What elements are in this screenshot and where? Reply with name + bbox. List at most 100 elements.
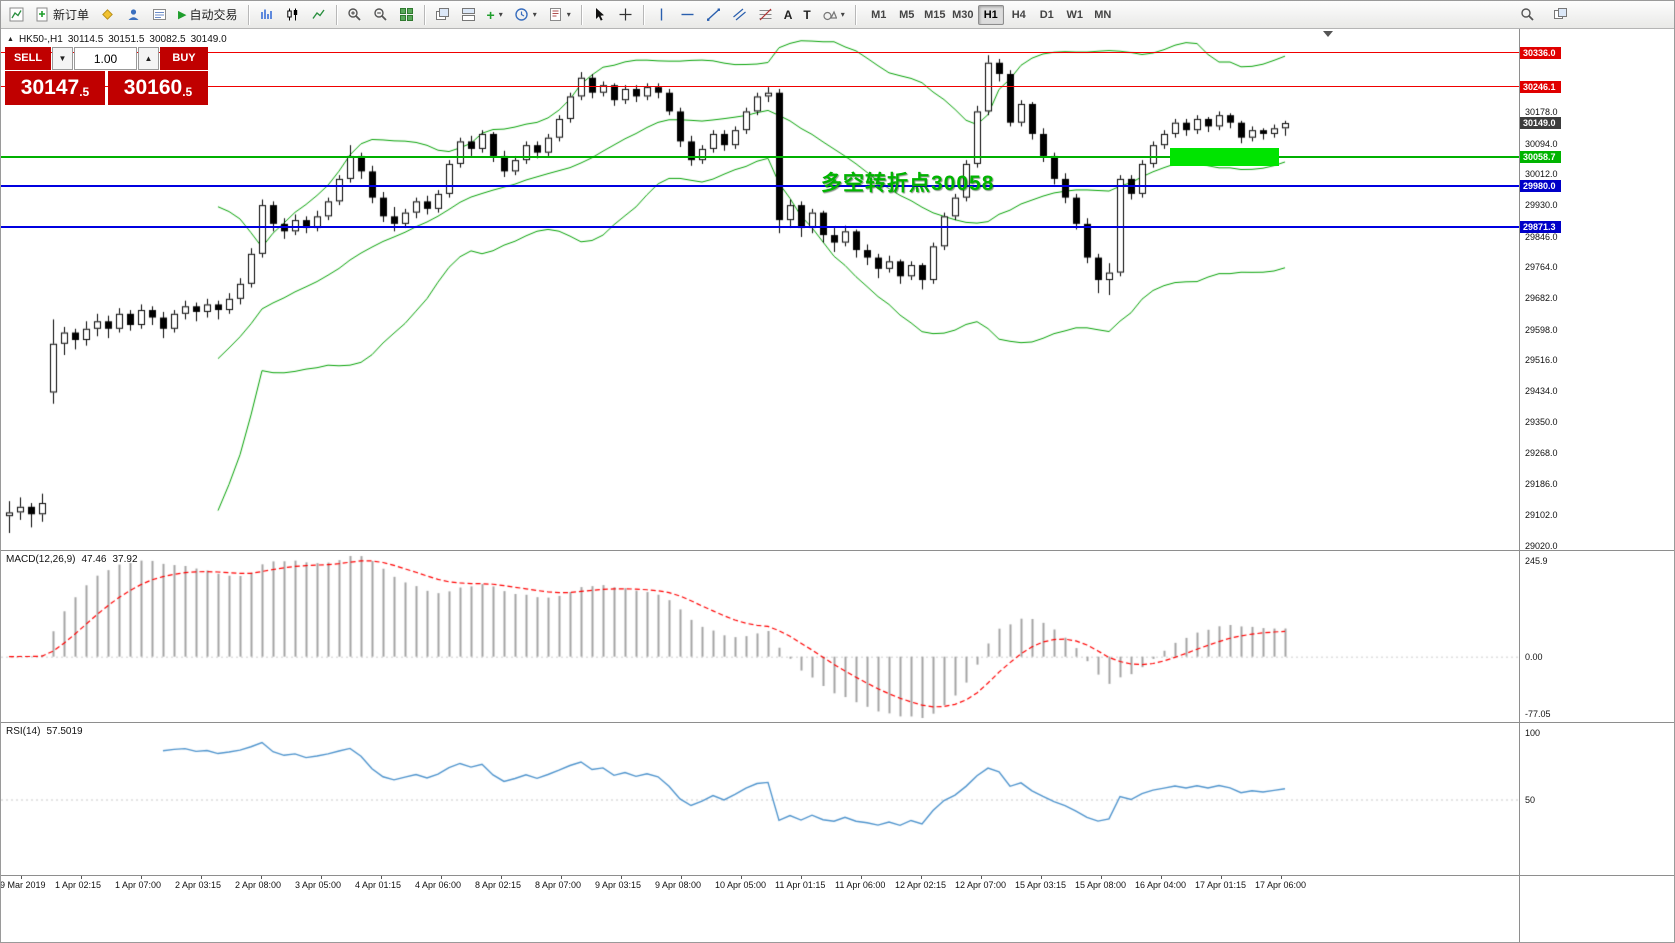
toolbar-right-group [1515,4,1573,26]
price-tag: 29871.3 [1520,221,1561,234]
buy-price-main: 30160 [123,76,183,99]
chart-window: 多空转折点30058 ▲ HK50-,H1 30114.5 30151.5 30… [1,29,1674,942]
rsi-value: 57.5019 [46,726,83,737]
new-chart-button[interactable] [4,4,29,26]
timeframe-h1-button[interactable]: H1 [977,4,1004,25]
bar-chart-icon [260,9,272,19]
horizontal-line-object[interactable] [1,185,1519,188]
zoom-in-button[interactable] [342,4,367,26]
volume-decrease-button[interactable]: ▼ [52,47,73,70]
horizontal-line-button[interactable] [675,4,700,26]
cascade-windows-icon [435,8,449,20]
toolbar-separator [580,4,582,25]
price-chart-canvas[interactable] [1,29,1519,551]
price-scale-label: 30178.0 [1525,107,1558,118]
horizontal-line-object[interactable] [1,226,1519,229]
new-order-button[interactable]: 新订单 [30,4,94,26]
time-axis-label: 9 Apr 08:00 [655,880,702,890]
panel-separator[interactable] [1,722,1674,723]
fibonacci-button[interactable] [753,4,778,26]
macd-header: MACD(12,26,9) 47.46 37.92 [6,554,138,565]
template-icon [549,8,561,21]
tile-windows-button[interactable] [394,4,419,26]
text-button[interactable]: A [779,4,798,26]
autotrading-button[interactable]: ▶ 自动交易 [173,4,242,26]
chart-shift-marker[interactable] [1323,31,1333,37]
volume-input[interactable] [74,47,137,70]
new-order-label: 新订单 [53,8,90,22]
timeframe-m30-button[interactable]: M30 [952,8,974,21]
timeframe-mn-button[interactable]: MN [1094,8,1112,21]
candlestick-chart-button[interactable] [280,4,305,26]
chart-annotation-text[interactable]: 多空转折点30058 [821,172,995,195]
line-chart-button[interactable] [306,4,331,26]
macd-name: MACD(12,26,9) [6,554,76,565]
buy-price-button[interactable]: 30160 .5 [108,71,208,105]
macd-panel-canvas[interactable] [1,551,1519,723]
time-axis-label: 12 Apr 07:00 [955,880,1007,890]
highlight-rect-object[interactable] [1170,148,1279,167]
new-chart-icon [9,7,24,22]
time-axis-tick [1041,876,1042,879]
templates-button[interactable]: ▾ [543,4,576,26]
time-axis[interactable]: 29 Mar 2019 1 Apr 02:15 1 Apr 07:00 2 Apr 0… [1,876,1674,942]
macd-axis-max-label: 245.9 [1525,556,1548,566]
metaeditor-button[interactable] [95,4,120,26]
price-tag: 30058.7 [1520,150,1561,163]
price-tag: 30149.0 [1520,117,1561,130]
horizontal-line-object[interactable] [1,52,1519,54]
chart-windows-button[interactable] [1548,4,1573,26]
panel-separator[interactable] [1,550,1674,551]
trendline-button[interactable] [701,4,726,26]
channel-icon [732,8,746,21]
price-scale-label: 30012.0 [1525,169,1558,180]
buy-button[interactable]: BUY [160,47,208,70]
cursor-button[interactable] [587,4,612,26]
time-axis-tick [561,876,562,879]
cascade-windows-button[interactable] [430,4,455,26]
navigator-button[interactable] [121,4,146,26]
vertical-line-button[interactable] [649,4,674,26]
timeframe-w1-button[interactable]: W1 [1066,8,1084,21]
search-button[interactable] [1515,4,1540,26]
label-button[interactable]: T [798,4,815,26]
time-axis-tick [1281,876,1282,879]
crosshair-button[interactable] [613,4,638,26]
rsi-panel-canvas[interactable] [1,723,1519,876]
time-axis-label: 11 Apr 06:00 [835,880,886,890]
time-axis-label: 17 Apr 01:15 [1195,880,1247,890]
collapse-arrow-icon[interactable]: ▲ [7,36,14,43]
timeframe-m1-button[interactable]: M1 [871,8,887,21]
time-axis-label: 4 Apr 01:15 [355,880,402,890]
low-value: 30082.5 [149,34,186,45]
time-axis-label: 9 Apr 03:15 [595,880,642,890]
time-axis-label: 16 Apr 04:00 [1135,880,1187,890]
timeframe-h4-button[interactable]: H4 [1011,8,1026,21]
periods-button[interactable]: ▾ [509,4,542,26]
time-axis-label: 12 Apr 02:15 [895,880,947,890]
horizontal-line-object[interactable] [1,86,1519,88]
timeframe-d1-button[interactable]: D1 [1039,8,1054,21]
sell-price-button[interactable]: 30147 .5 [5,71,105,105]
price-scale-label: 29102.0 [1525,510,1558,521]
sell-button[interactable]: SELL [5,47,51,70]
timeframe-m15-button[interactable]: M15 [924,8,946,21]
arrange-windows-button[interactable] [456,4,481,26]
price-axis[interactable]: 245.9 0.00 -77.05 100 50 30178.0 30094.0 3… [1519,29,1674,942]
indicators-button[interactable]: + ▾ [482,4,508,26]
bar-chart-button[interactable] [254,4,279,26]
terminal-button[interactable] [147,4,172,26]
price-scale-label: 29020.0 [1525,541,1558,552]
horizontal-line-object[interactable] [1,155,1519,158]
time-axis-tick [1161,876,1162,879]
navigator-icon [128,9,139,20]
panel-separator[interactable] [1,875,1674,876]
zoom-out-button[interactable] [368,4,393,26]
price-scale-label: 29764.0 [1525,262,1558,273]
price-scale-label: 29930.0 [1525,200,1558,211]
chart-ohlc-header: ▲ HK50-,H1 30114.5 30151.5 30082.5 30149… [7,34,227,45]
timeframe-m5-button[interactable]: M5 [899,8,915,21]
channel-button[interactable] [727,4,752,26]
shapes-button[interactable]: ▾ [817,4,850,26]
volume-increase-button[interactable]: ▲ [138,47,159,70]
